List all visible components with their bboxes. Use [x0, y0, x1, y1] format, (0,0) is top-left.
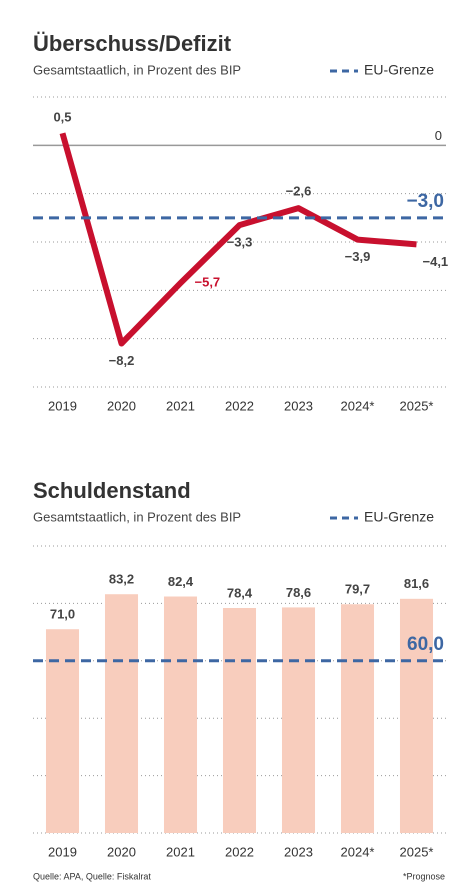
- bar: [222, 607, 257, 833]
- value-label: 78,4: [227, 585, 253, 600]
- value-label: 81,6: [404, 576, 429, 591]
- chart-title: Schuldenstand: [33, 478, 191, 503]
- value-label: −8,2: [109, 353, 135, 368]
- footnote: *Prognose: [403, 871, 445, 881]
- bar: [340, 604, 375, 833]
- value-label: 82,4: [168, 574, 194, 589]
- bar: [45, 629, 80, 833]
- value-label: 79,7: [345, 582, 370, 597]
- x-tick-label: 2019: [48, 398, 77, 413]
- data-line: [59, 132, 417, 347]
- x-tick-label: 2025*: [400, 844, 434, 859]
- value-label: 71,0: [50, 607, 75, 622]
- value-label: 83,2: [109, 572, 134, 587]
- chart-title: Überschuss/Defizit: [33, 31, 232, 56]
- x-tick-label: 2023: [284, 398, 313, 413]
- x-tick-label: 2024*: [341, 844, 375, 859]
- x-tick-label: 2025*: [400, 398, 434, 413]
- value-label: −5,7: [195, 275, 221, 290]
- x-tick-label: 2021: [166, 844, 195, 859]
- x-tick-label: 2024*: [341, 398, 375, 413]
- x-tick-label: 2023: [284, 844, 313, 859]
- bar: [281, 607, 316, 833]
- reference-label: 60,0: [407, 634, 444, 655]
- reference-label: −3,0: [406, 191, 444, 212]
- legend-label: EU-Grenze: [364, 62, 434, 78]
- x-tick-label: 2020: [107, 844, 136, 859]
- legend-label: EU-Grenze: [364, 509, 434, 525]
- value-label: −3,9: [345, 249, 371, 264]
- x-tick-label: 2021: [166, 398, 195, 413]
- chart-subtitle: Gesamtstaatlich, in Prozent des BIP: [33, 509, 241, 524]
- x-tick-label: 2022: [225, 398, 254, 413]
- x-tick-label: 2020: [107, 398, 136, 413]
- value-label: −4,1: [423, 254, 449, 269]
- value-label: −3,3: [227, 235, 253, 250]
- chart-subtitle: Gesamtstaatlich, in Prozent des BIP: [33, 62, 241, 77]
- value-label: 78,6: [286, 585, 311, 600]
- bar: [163, 596, 198, 833]
- x-tick-label: 2022: [225, 844, 254, 859]
- y-tick-label: 0: [435, 128, 442, 143]
- bar: [104, 594, 139, 833]
- source: Quelle: APA, Quelle: Fiskalrat: [33, 871, 151, 881]
- x-tick-label: 2019: [48, 844, 77, 859]
- bar: [399, 598, 434, 833]
- value-label: −2,6: [286, 184, 312, 199]
- value-label: 0,5: [53, 110, 71, 125]
